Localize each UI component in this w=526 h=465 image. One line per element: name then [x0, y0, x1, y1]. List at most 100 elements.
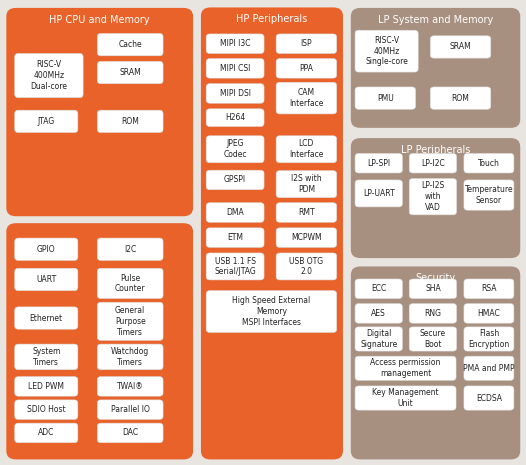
FancyBboxPatch shape — [276, 171, 337, 198]
FancyBboxPatch shape — [97, 344, 163, 370]
Text: Secure
Boot: Secure Boot — [420, 329, 446, 349]
Text: USB OTG
2.0: USB OTG 2.0 — [289, 257, 323, 276]
FancyBboxPatch shape — [464, 279, 514, 299]
Text: AES: AES — [371, 309, 386, 318]
Text: Parallel IO: Parallel IO — [111, 405, 149, 414]
Text: Touch: Touch — [478, 159, 500, 168]
FancyBboxPatch shape — [97, 110, 163, 133]
FancyBboxPatch shape — [464, 386, 514, 410]
FancyBboxPatch shape — [97, 61, 163, 84]
FancyBboxPatch shape — [464, 304, 514, 323]
FancyBboxPatch shape — [409, 179, 457, 215]
FancyBboxPatch shape — [276, 82, 337, 114]
FancyBboxPatch shape — [97, 33, 163, 56]
FancyBboxPatch shape — [355, 30, 418, 72]
Text: Temperature
Sensor: Temperature Sensor — [464, 185, 513, 205]
FancyBboxPatch shape — [15, 110, 78, 133]
FancyBboxPatch shape — [355, 279, 402, 299]
Text: ROM: ROM — [122, 117, 139, 126]
FancyBboxPatch shape — [206, 59, 264, 78]
Text: I2S with
PDM: I2S with PDM — [291, 174, 322, 194]
Text: PPA: PPA — [299, 64, 313, 73]
Text: ECC: ECC — [371, 284, 386, 293]
Text: CAM
Interface: CAM Interface — [289, 88, 323, 108]
Text: MCPWM: MCPWM — [291, 233, 322, 242]
Text: ECDSA: ECDSA — [476, 393, 502, 403]
Text: ISP: ISP — [300, 39, 312, 48]
Text: LP-SPI: LP-SPI — [367, 159, 390, 168]
Text: DMA: DMA — [226, 208, 244, 217]
FancyBboxPatch shape — [355, 386, 456, 410]
Text: HP Peripherals: HP Peripherals — [236, 14, 308, 25]
FancyBboxPatch shape — [15, 344, 78, 370]
Text: LED PWM: LED PWM — [28, 382, 64, 391]
Text: System
Timers: System Timers — [32, 347, 60, 367]
Text: LP-I2C: LP-I2C — [421, 159, 445, 168]
Text: Security: Security — [416, 273, 456, 284]
FancyBboxPatch shape — [15, 268, 78, 291]
FancyBboxPatch shape — [15, 377, 78, 396]
Text: I2C: I2C — [124, 245, 136, 254]
Text: JTAG: JTAG — [38, 117, 55, 126]
FancyBboxPatch shape — [206, 203, 264, 222]
FancyBboxPatch shape — [276, 136, 337, 163]
FancyBboxPatch shape — [6, 8, 193, 216]
Text: LP-I2S
with
VAD: LP-I2S with VAD — [421, 181, 444, 212]
FancyBboxPatch shape — [6, 223, 193, 459]
Text: USB 1.1 FS
Serial/JTAG: USB 1.1 FS Serial/JTAG — [214, 257, 256, 276]
Text: MIPI DSI: MIPI DSI — [220, 89, 250, 98]
FancyBboxPatch shape — [355, 356, 456, 380]
Text: TWAI®: TWAI® — [117, 382, 144, 391]
FancyBboxPatch shape — [464, 153, 514, 173]
FancyBboxPatch shape — [355, 180, 402, 207]
Text: PMU: PMU — [377, 93, 393, 103]
Text: MIPI CSI: MIPI CSI — [220, 64, 250, 73]
Text: UART: UART — [36, 275, 56, 284]
Text: GPIO: GPIO — [37, 245, 56, 254]
Text: General
Purpose
Timers: General Purpose Timers — [115, 306, 146, 337]
Text: RMT: RMT — [298, 208, 315, 217]
Text: ETM: ETM — [227, 233, 243, 242]
FancyBboxPatch shape — [15, 423, 78, 443]
Text: Flash
Encryption: Flash Encryption — [468, 329, 510, 349]
FancyBboxPatch shape — [276, 34, 337, 53]
FancyBboxPatch shape — [206, 84, 264, 103]
Text: HMAC: HMAC — [478, 309, 500, 318]
Text: H264: H264 — [225, 113, 245, 122]
Text: ROM: ROM — [452, 93, 469, 103]
Text: DAC: DAC — [122, 428, 138, 438]
FancyBboxPatch shape — [464, 327, 514, 351]
Text: PMA and PMP: PMA and PMP — [463, 364, 515, 373]
Text: RSA: RSA — [481, 284, 497, 293]
FancyBboxPatch shape — [206, 34, 264, 53]
FancyBboxPatch shape — [15, 53, 83, 98]
FancyBboxPatch shape — [409, 279, 457, 299]
FancyBboxPatch shape — [206, 228, 264, 247]
Text: Watchdog
Timers: Watchdog Timers — [111, 347, 149, 367]
Text: LP-UART: LP-UART — [363, 189, 394, 198]
Text: High Speed External
Memory
MSPI Interfaces: High Speed External Memory MSPI Interfac… — [232, 296, 310, 327]
Text: SRAM: SRAM — [119, 68, 141, 77]
FancyBboxPatch shape — [206, 109, 264, 126]
FancyBboxPatch shape — [409, 153, 457, 173]
Text: Key Management
Unit: Key Management Unit — [372, 388, 439, 408]
FancyBboxPatch shape — [355, 153, 402, 173]
Text: LP Peripherals: LP Peripherals — [401, 145, 470, 155]
FancyBboxPatch shape — [15, 400, 78, 419]
FancyBboxPatch shape — [97, 377, 163, 396]
FancyBboxPatch shape — [97, 268, 163, 299]
Text: RISC-V
40MHz
Single-core: RISC-V 40MHz Single-core — [365, 36, 408, 66]
FancyBboxPatch shape — [430, 36, 491, 58]
FancyBboxPatch shape — [15, 307, 78, 329]
Text: SRAM: SRAM — [450, 42, 471, 52]
Text: LCD
Interface: LCD Interface — [289, 140, 323, 159]
FancyBboxPatch shape — [409, 327, 457, 351]
FancyBboxPatch shape — [351, 138, 520, 258]
Text: LP System and Memory: LP System and Memory — [378, 15, 493, 25]
FancyBboxPatch shape — [97, 400, 163, 419]
FancyBboxPatch shape — [276, 253, 337, 280]
FancyBboxPatch shape — [355, 87, 416, 109]
Text: SDIO Host: SDIO Host — [27, 405, 66, 414]
FancyBboxPatch shape — [276, 59, 337, 78]
Text: Digital
Signature: Digital Signature — [360, 329, 397, 349]
